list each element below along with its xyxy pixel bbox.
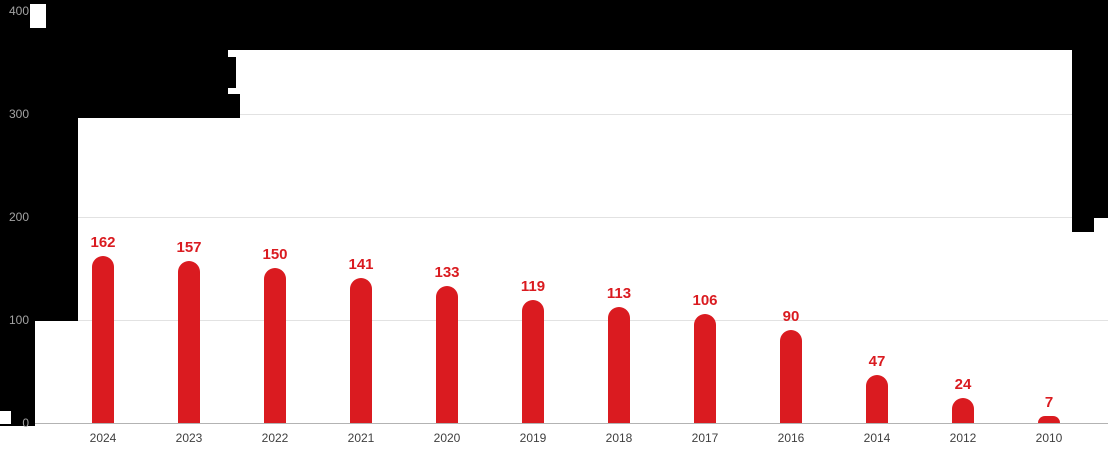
redaction-left-strip xyxy=(0,0,35,426)
x-axis-label-2024: 2024 xyxy=(89,431,117,445)
bar-value-label-2021: 141 xyxy=(348,256,374,273)
redaction-right-block xyxy=(1072,50,1108,218)
y-axis-label-200: 200 xyxy=(8,210,29,224)
x-axis-label-2018: 2018 xyxy=(605,431,633,445)
bar-2018 xyxy=(608,307,630,423)
bar-2016 xyxy=(780,330,802,423)
redaction-left-column xyxy=(35,118,78,321)
bar-2020 xyxy=(436,286,458,423)
x-axis-label-2014: 2014 xyxy=(863,431,891,445)
bar-value-label-2020: 133 xyxy=(434,264,460,281)
bar-value-label-2023: 157 xyxy=(176,239,202,256)
cutout-top-left xyxy=(30,4,46,28)
bar-2014 xyxy=(866,375,888,423)
bar-value-label-2019: 119 xyxy=(520,278,546,295)
bar-2017 xyxy=(694,314,716,423)
cutout-bottom-left xyxy=(0,411,11,424)
gridline-300 xyxy=(35,114,1108,115)
bar-2019 xyxy=(522,300,544,423)
bar-2010 xyxy=(1038,416,1060,423)
bar-value-label-2010: 7 xyxy=(1044,394,1054,411)
x-axis-label-2022: 2022 xyxy=(261,431,289,445)
x-axis-label-2019: 2019 xyxy=(519,431,547,445)
redaction-right-step xyxy=(1072,218,1094,232)
bar-2021 xyxy=(350,278,372,423)
bar-value-label-2022: 150 xyxy=(262,246,288,263)
bar-2024 xyxy=(92,256,114,423)
bar-value-label-2017: 106 xyxy=(692,292,718,309)
x-axis-label-2023: 2023 xyxy=(175,431,203,445)
x-axis-label-2016: 2016 xyxy=(777,431,805,445)
bar-2023 xyxy=(178,261,200,423)
gridline-100 xyxy=(35,320,1108,321)
bar-value-label-2012: 24 xyxy=(954,376,972,393)
redaction-top-band xyxy=(0,0,1108,50)
redaction-dash-1 xyxy=(228,57,236,88)
bar-value-label-2024: 162 xyxy=(90,234,116,251)
x-axis-label-2020: 2020 xyxy=(433,431,461,445)
bar-value-label-2014: 47 xyxy=(868,353,886,370)
x-axis-label-2010: 2010 xyxy=(1035,431,1063,445)
x-axis-label-2021: 2021 xyxy=(347,431,375,445)
redaction-dash-2 xyxy=(227,94,240,118)
bar-value-label-2016: 90 xyxy=(782,308,800,325)
bar-2022 xyxy=(264,268,286,423)
x-axis-label-2017: 2017 xyxy=(691,431,719,445)
x-axis-line xyxy=(35,423,1108,424)
gridline-200 xyxy=(35,217,1108,218)
bar-2012 xyxy=(952,398,974,423)
bar-value-label-2018: 113 xyxy=(606,285,632,302)
y-axis-label-400: 400 xyxy=(8,4,29,18)
y-axis-label-300: 300 xyxy=(8,107,29,121)
redaction-topleft-block xyxy=(35,50,228,118)
y-axis-label-0: 0 xyxy=(22,416,29,430)
x-axis-label-2012: 2012 xyxy=(949,431,977,445)
y-axis-label-100: 100 xyxy=(8,313,29,327)
